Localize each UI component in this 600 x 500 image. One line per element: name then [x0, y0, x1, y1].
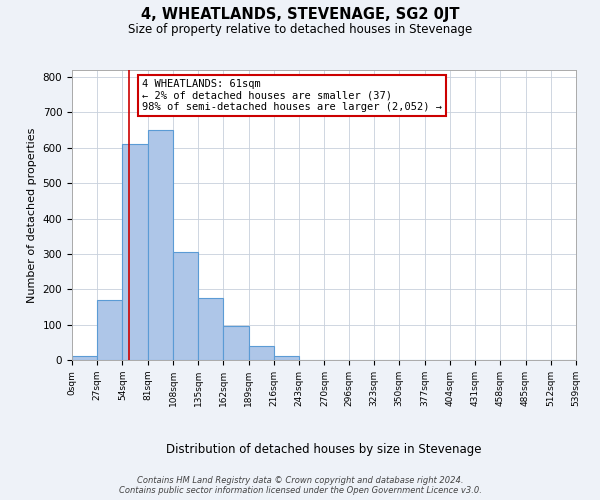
Bar — [148, 130, 173, 360]
Text: Size of property relative to detached houses in Stevenage: Size of property relative to detached ho… — [128, 22, 472, 36]
Bar — [223, 326, 249, 360]
Text: 4 WHEATLANDS: 61sqm
← 2% of detached houses are smaller (37)
98% of semi-detache: 4 WHEATLANDS: 61sqm ← 2% of detached hou… — [142, 79, 442, 112]
Bar — [274, 356, 299, 360]
Text: Distribution of detached houses by size in Stevenage: Distribution of detached houses by size … — [166, 442, 482, 456]
Bar — [72, 356, 97, 360]
Bar — [173, 252, 198, 360]
Bar — [249, 346, 274, 360]
Text: 4, WHEATLANDS, STEVENAGE, SG2 0JT: 4, WHEATLANDS, STEVENAGE, SG2 0JT — [141, 8, 459, 22]
Bar — [198, 298, 223, 360]
Bar — [97, 300, 122, 360]
Text: Contains HM Land Registry data © Crown copyright and database right 2024.
Contai: Contains HM Land Registry data © Crown c… — [119, 476, 481, 495]
Bar — [122, 144, 148, 360]
Y-axis label: Number of detached properties: Number of detached properties — [27, 128, 37, 302]
